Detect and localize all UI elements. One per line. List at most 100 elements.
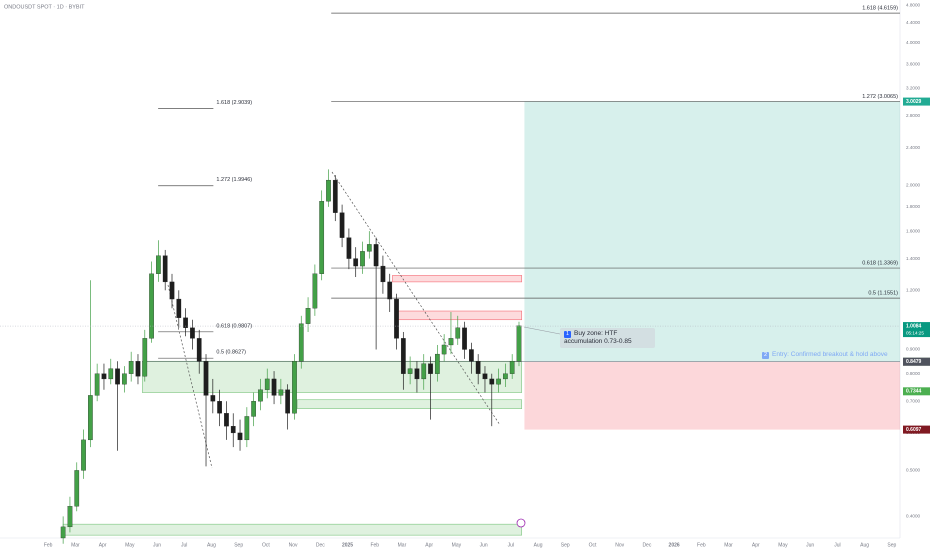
last-price-tag <box>903 322 930 338</box>
candle-body <box>196 338 202 362</box>
trend-line <box>167 284 213 469</box>
fib-label: 1.618 (4.6159) <box>862 6 898 12</box>
candle-body <box>503 373 508 380</box>
fib-label: 1.618 (2.9039) <box>216 100 252 106</box>
candle-body <box>271 378 277 396</box>
x-tick-label: Mar <box>398 542 407 548</box>
candle-body <box>60 526 66 539</box>
candle-body <box>448 338 454 346</box>
candle-body <box>156 255 161 274</box>
candle-body <box>81 439 86 471</box>
x-tick-label: Apr <box>752 542 760 548</box>
candle-body <box>516 325 522 362</box>
x-tick-label: Nov <box>615 542 624 548</box>
candle-body <box>251 401 256 417</box>
y-tick-label: 4.4000 <box>906 20 920 25</box>
candle-body <box>285 389 291 414</box>
candle-body <box>94 373 100 396</box>
candle-body <box>128 361 134 374</box>
x-tick-label: Dec <box>316 542 325 548</box>
candle-body <box>101 373 107 380</box>
x-tick-label: Jul <box>181 542 187 548</box>
price-tag <box>903 387 930 396</box>
x-tick-label: Oct <box>589 542 597 548</box>
candle-body <box>326 179 331 202</box>
candle-body <box>394 298 399 339</box>
last-price-label: 1.0084 <box>906 323 922 329</box>
chart-title: ONDOUSDT SPOT · 1D · BYBIT <box>4 4 85 10</box>
candle-body <box>380 265 386 283</box>
x-tick-label: Sep <box>561 542 570 548</box>
candle-body <box>115 368 120 385</box>
x-tick-label: Jun <box>153 542 161 548</box>
annotation-text: accumulation 0.73-0.85 <box>564 338 632 345</box>
candle-body <box>108 368 114 380</box>
candle-body <box>319 201 325 274</box>
candle-body <box>489 378 495 385</box>
price-tag-label: 0.8479 <box>906 359 922 365</box>
price-tag-label: 0.6097 <box>906 427 922 433</box>
fib-label: 0.5 (0.8627) <box>216 350 246 356</box>
candle-body <box>149 273 154 339</box>
drawings <box>167 171 655 528</box>
candle-body <box>482 373 488 380</box>
candle-body <box>135 361 141 377</box>
x-tick-label: Jun <box>480 542 488 548</box>
x-tick-label: Jul <box>834 542 840 548</box>
candle-body <box>210 395 216 402</box>
candle-body <box>353 258 359 267</box>
candle-body <box>414 368 420 380</box>
price-tag <box>903 425 930 434</box>
x-tick-label: Mar <box>724 542 733 548</box>
annotation: 1 Buy zone: HTF accumulation 0.73-0.85 <box>564 330 632 346</box>
candle-body <box>421 363 427 380</box>
price-tag-label: 0.7344 <box>906 389 922 395</box>
callout-line <box>523 326 561 335</box>
y-tick-label: 1.4000 <box>906 256 920 261</box>
candle-body <box>292 361 297 414</box>
candle-body <box>237 432 243 441</box>
x-tick-label: May <box>778 542 788 548</box>
x-tick-label: Sep <box>887 542 896 548</box>
event-icon <box>516 518 526 528</box>
x-tick-label: May <box>452 542 462 548</box>
candle-body <box>332 179 338 213</box>
y-tick-label: 0.7000 <box>906 398 920 403</box>
callout-box <box>560 328 655 348</box>
y-tick-label: 2.8000 <box>906 113 920 118</box>
fib-label: 1.272 (3.0065) <box>862 94 898 100</box>
target-area <box>524 101 900 362</box>
x-tick-label: Feb <box>370 542 379 548</box>
candle-body <box>264 378 270 390</box>
candle-body <box>312 273 318 309</box>
candle-body <box>162 255 168 283</box>
zone <box>394 310 523 321</box>
price-tag-label: 3.0029 <box>906 99 922 105</box>
fib-label: 0.618 (0.9807) <box>216 323 252 329</box>
x-tick-label: May <box>125 542 135 548</box>
candle-body <box>176 298 182 318</box>
y-tick-label: 0.9000 <box>906 347 920 352</box>
annotation-text: Buy zone: HTF <box>574 330 618 337</box>
candle-body <box>509 361 515 374</box>
candle-body <box>278 389 284 396</box>
annotation-text: Entry: Confirmed breakout & hold above <box>772 351 888 358</box>
candle-body <box>339 212 345 238</box>
candle-body <box>360 251 365 267</box>
y-tick-label: 4.0000 <box>906 40 920 45</box>
zone <box>296 399 523 409</box>
candle-body <box>230 426 236 434</box>
candle-body <box>373 244 379 267</box>
y-tick-label: 1.2000 <box>906 288 920 293</box>
zone <box>392 275 523 283</box>
fib-label: 1.272 (1.9946) <box>216 177 252 183</box>
candle-body <box>305 308 311 324</box>
x-tick-label: 2025 <box>342 542 353 548</box>
candle-body <box>88 395 93 441</box>
candle-body <box>387 281 393 300</box>
stop-area <box>524 361 900 430</box>
candle-body <box>224 413 229 427</box>
